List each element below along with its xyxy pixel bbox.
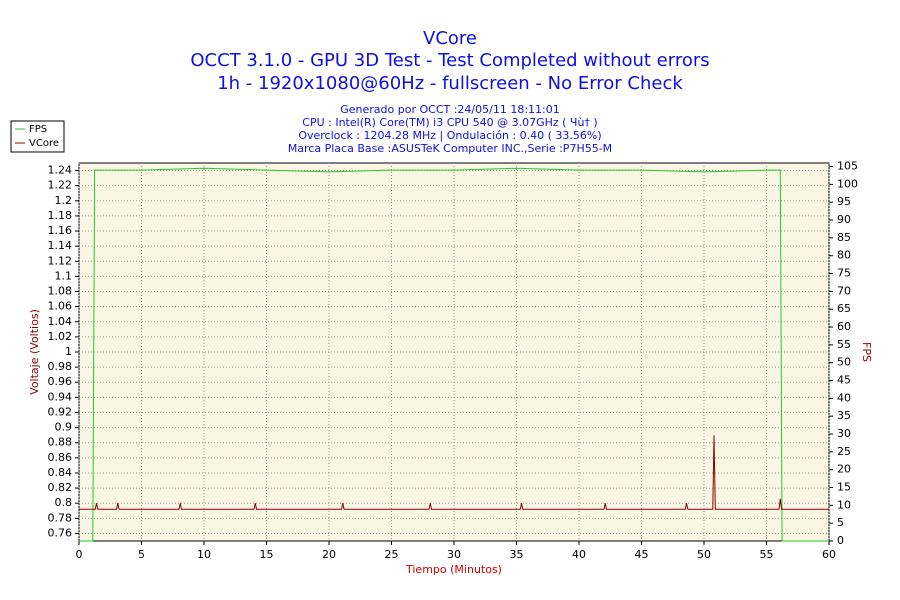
info-line: Generado por OCCT :24/05/11 18:11:01 — [340, 103, 559, 116]
y2-tick-label: 20 — [837, 463, 851, 476]
y-tick-label: 1.2 — [55, 194, 73, 207]
y-tick-label: 0.88 — [48, 436, 73, 449]
y-tick-label: 1.02 — [48, 330, 73, 343]
x-tick-label: 55 — [760, 548, 774, 561]
y2-tick-label: 10 — [837, 498, 851, 511]
y2-tick-label: 105 — [837, 160, 858, 173]
y2-tick-label: 100 — [837, 177, 858, 190]
legend-label: VCore — [29, 138, 59, 149]
y2-tick-label: 15 — [837, 481, 851, 494]
y2-tick-label: 65 — [837, 302, 851, 315]
y-axis-label: Voltaje (Voltios) — [28, 309, 41, 395]
y-tick-label: 0.84 — [48, 466, 73, 479]
y2-tick-label: 95 — [837, 195, 851, 208]
y2-tick-label: 40 — [837, 391, 851, 404]
y-tick-label: 1.14 — [48, 239, 73, 252]
chart-title: VCore — [423, 28, 477, 49]
y-tick-label: 1.08 — [48, 285, 73, 298]
series-line — [79, 435, 829, 510]
info-line: CPU : Intel(R) Core(TM) i3 CPU 540 @ 3.0… — [302, 116, 597, 129]
y2-tick-label: 80 — [837, 249, 851, 262]
y-tick-label: 0.86 — [48, 451, 73, 464]
y-tick-label: 1.24 — [48, 164, 73, 177]
y-tick-label: 0.98 — [48, 360, 73, 373]
y-tick-label: 0.76 — [48, 526, 73, 539]
x-tick-label: 25 — [385, 548, 399, 561]
y2-tick-label: 85 — [837, 231, 851, 244]
y2-tick-label: 70 — [837, 284, 851, 297]
x-tick-label: 0 — [76, 548, 83, 561]
y2-tick-label: 0 — [837, 534, 844, 547]
y-tick-label: 0.8 — [55, 496, 73, 509]
y-tick-label: 1.16 — [48, 224, 73, 237]
chart-subtitle: 1h - 1920x1080@60Hz - fullscreen - No Er… — [217, 73, 683, 94]
y2-tick-label: 5 — [837, 516, 844, 529]
series-line — [79, 167, 829, 542]
y-tick-label: 1.04 — [48, 315, 73, 328]
x-tick-label: 20 — [322, 548, 336, 561]
y2-tick-label: 35 — [837, 409, 851, 422]
y-tick-label: 0.82 — [48, 481, 73, 494]
y-tick-label: 1.06 — [48, 300, 73, 313]
x-tick-label: 40 — [572, 548, 586, 561]
x-tick-label: 60 — [822, 548, 836, 561]
y-tick-label: 1.1 — [55, 269, 73, 282]
y-tick-label: 1.12 — [48, 254, 73, 267]
info-line: Overclock : 1204.28 MHz | Ondulación : 0… — [298, 129, 601, 142]
y-tick-label: 0.94 — [48, 390, 73, 403]
y-tick-label: 1 — [65, 345, 72, 358]
y-tick-label: 0.78 — [48, 511, 73, 524]
y2-tick-label: 25 — [837, 445, 851, 458]
x-tick-label: 35 — [510, 548, 524, 561]
y-tick-label: 0.92 — [48, 405, 73, 418]
info-line: Marca Placa Base :ASUSTeK Computer INC.,… — [288, 142, 612, 155]
legend-box — [10, 120, 65, 153]
x-axis-label: Tiempo (Minutos) — [405, 563, 502, 576]
y2-tick-label: 90 — [837, 213, 851, 226]
y2-tick-label: 55 — [837, 338, 851, 351]
x-tick-label: 10 — [197, 548, 211, 561]
y2-tick-label: 75 — [837, 267, 851, 280]
chart-subtitle: OCCT 3.1.0 - GPU 3D Test - Test Complete… — [190, 50, 709, 71]
x-tick-label: 5 — [138, 548, 145, 561]
x-tick-label: 45 — [635, 548, 649, 561]
y2-tick-label: 60 — [837, 320, 851, 333]
x-tick-label: 50 — [697, 548, 711, 561]
y-tick-label: 0.9 — [55, 421, 73, 434]
x-tick-label: 30 — [447, 548, 461, 561]
y2-tick-label: 50 — [837, 356, 851, 369]
y-tick-label: 1.22 — [48, 179, 73, 192]
y-tick-label: 1.18 — [48, 209, 73, 222]
legend-label: FPS — [29, 124, 47, 135]
x-tick-label: 15 — [260, 548, 274, 561]
y2-tick-label: 30 — [837, 427, 851, 440]
y2-tick-label: 45 — [837, 374, 851, 387]
y2-axis-label: FPS — [860, 342, 873, 362]
y-tick-label: 0.96 — [48, 375, 73, 388]
